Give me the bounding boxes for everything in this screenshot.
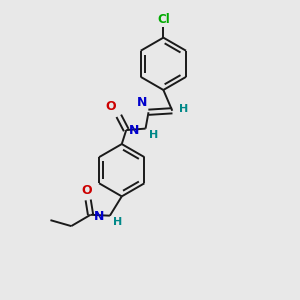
Text: H: H [179,104,188,114]
Text: N: N [137,96,147,109]
Text: O: O [81,184,92,197]
Text: H: H [149,130,158,140]
Text: O: O [105,100,116,113]
Text: N: N [94,210,104,223]
Text: H: H [113,217,122,226]
Text: Cl: Cl [157,14,170,26]
Text: N: N [129,124,139,136]
